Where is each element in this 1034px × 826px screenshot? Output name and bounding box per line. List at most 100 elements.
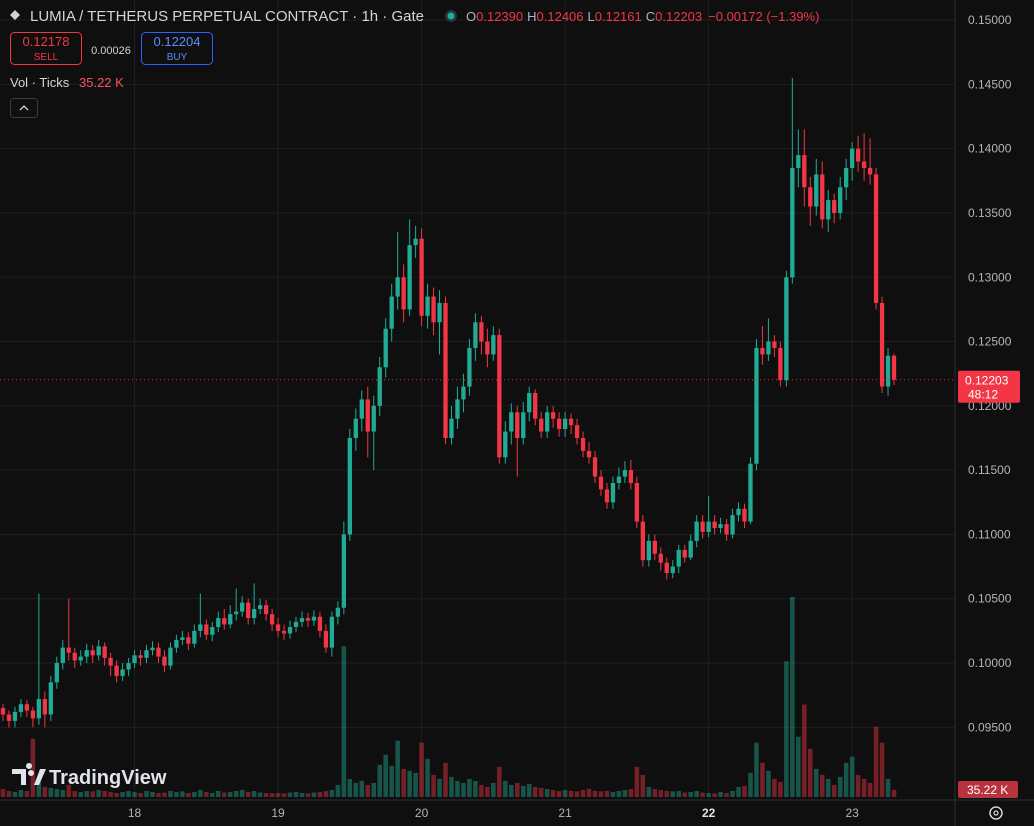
volume-bar [855, 774, 861, 797]
volume-bar [748, 772, 753, 797]
candle-body [102, 646, 107, 658]
candle-body [754, 347, 759, 464]
candle-body [138, 655, 143, 658]
collapse-button[interactable] [10, 98, 38, 118]
sell-button[interactable] [10, 32, 82, 65]
volume-bar [407, 770, 412, 797]
volume-bar [269, 793, 275, 797]
y-tick-label: 0.13500 [968, 206, 1012, 220]
volume-bar [754, 742, 759, 797]
candle-body [401, 277, 406, 310]
candle-body [168, 647, 173, 666]
volume-bar [485, 786, 490, 797]
volume-bar [526, 783, 532, 797]
candle-body [449, 418, 454, 439]
volume-bar [724, 792, 729, 797]
volume-bar [736, 786, 741, 797]
volume-bar [819, 774, 825, 797]
volume-bar [192, 791, 197, 797]
y-tick-label: 0.09500 [968, 720, 1012, 734]
candle-body [186, 637, 191, 644]
volume-bar [401, 768, 406, 797]
volume-bar [455, 780, 460, 797]
volume-bar [102, 790, 107, 797]
volume-bar [461, 782, 466, 797]
volume-bar [700, 792, 705, 797]
volume-bar [861, 778, 867, 797]
volume-bar [60, 789, 66, 797]
volume-bar [227, 791, 233, 797]
candle-body [700, 521, 705, 532]
volume-bar [221, 792, 227, 797]
candle-body [323, 630, 329, 648]
volume-bar [622, 789, 628, 797]
candle-body [556, 418, 562, 429]
candle-body [670, 566, 675, 574]
axes: 0.095000.100000.105000.110000.115000.120… [128, 13, 1012, 820]
volume-bar [449, 776, 454, 797]
candle-body [395, 277, 400, 297]
volume-bar [353, 782, 359, 797]
candle-body [204, 624, 209, 635]
candle-body [682, 549, 687, 558]
symbol-icon[interactable] [10, 10, 20, 20]
candle-body [419, 238, 424, 316]
volume-bar [520, 785, 526, 797]
candle-body [873, 174, 879, 303]
sell-price: 0.12178 [23, 34, 70, 49]
candle-body [24, 704, 30, 711]
volume-bar [186, 792, 191, 797]
logo [12, 763, 46, 785]
countdown: 48:12 [968, 388, 998, 402]
candle-body [760, 347, 765, 355]
candle-body [772, 341, 777, 348]
volume-bar [640, 774, 646, 797]
volume-value: 35.22 K [79, 75, 124, 90]
candle-body [234, 611, 239, 615]
candle-body [461, 386, 466, 400]
candle-body [610, 483, 616, 503]
candle-body [0, 708, 6, 715]
candle-body [628, 470, 634, 484]
volume-bar [491, 782, 496, 797]
candle-body [12, 711, 18, 721]
candle-body [580, 438, 586, 451]
candle-body [718, 524, 723, 529]
candle-body [861, 161, 867, 168]
volume-bar [562, 789, 568, 797]
candle-body [592, 457, 598, 477]
candle-body [210, 627, 215, 635]
candle-body [30, 710, 36, 719]
candle-body [66, 647, 71, 653]
volume-bar [497, 766, 502, 797]
buy-button[interactable] [141, 32, 213, 65]
volume-bar [419, 742, 424, 797]
chart-title: LUMIA / TETHERUS PERPETUAL CONTRACT · 1h… [30, 8, 424, 25]
candles [0, 77, 897, 728]
volume-bar [6, 790, 12, 797]
candle-body [257, 605, 263, 610]
volume-bar [96, 789, 101, 797]
volume-box [958, 781, 1018, 798]
volume-bar [341, 646, 347, 797]
volume-bar [694, 790, 699, 797]
label: L [588, 9, 595, 24]
volume-bar [772, 778, 777, 797]
grid [0, 0, 955, 800]
candle-body [586, 450, 592, 458]
candle-body [299, 618, 305, 622]
value: 0.12406 [537, 9, 584, 24]
volume-bar [837, 776, 843, 797]
candle-body [790, 167, 795, 278]
candle-body [784, 277, 789, 381]
volume-bar [473, 780, 478, 797]
volume-bar [479, 784, 484, 797]
volume-bar [156, 792, 161, 797]
volume-bar [24, 790, 30, 797]
candle-body [736, 508, 741, 516]
volume-bars [0, 597, 897, 797]
settings-button[interactable] [989, 806, 1003, 820]
candle-body [150, 647, 155, 651]
candle-body [192, 630, 197, 644]
chevron-icon [19, 105, 29, 111]
